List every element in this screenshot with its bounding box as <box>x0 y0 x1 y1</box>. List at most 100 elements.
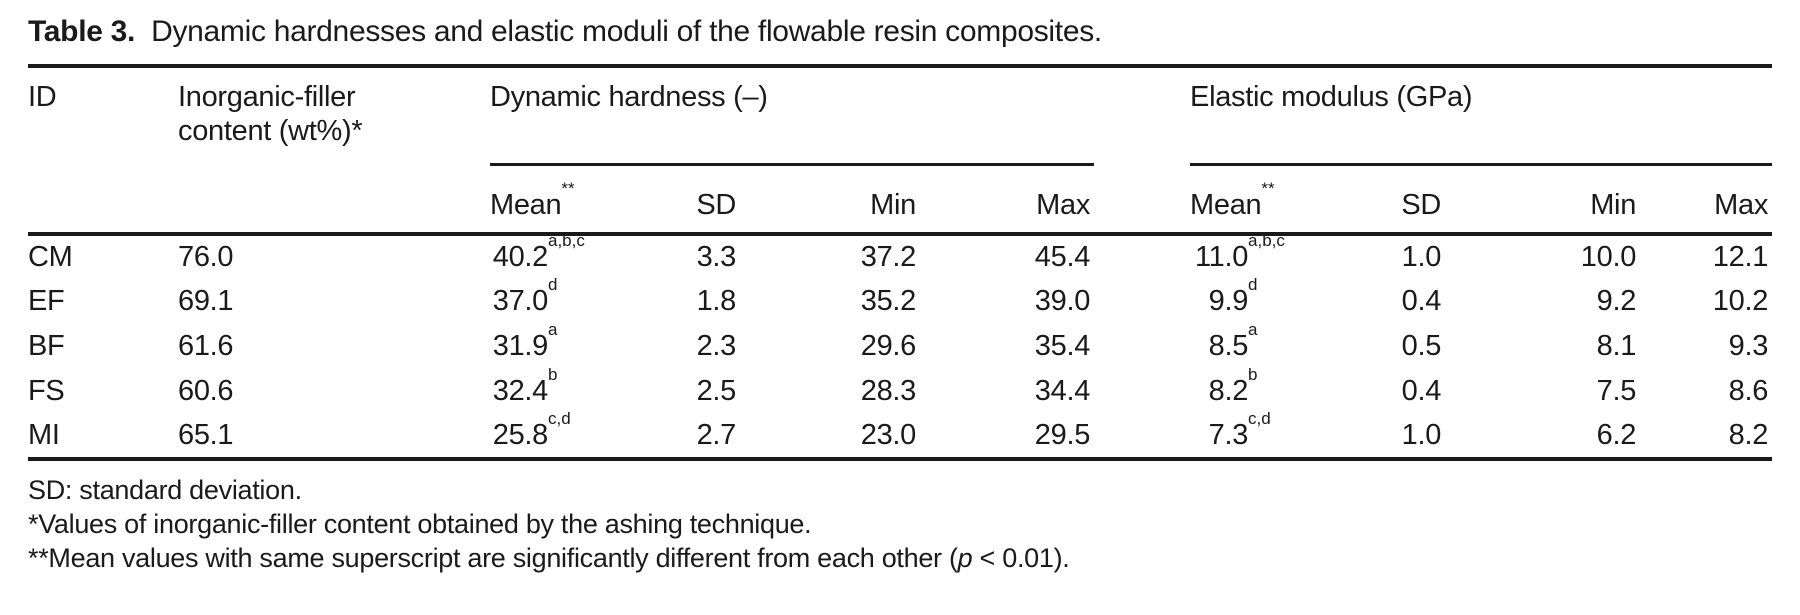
superscript-marker: a,b,c <box>1248 231 1285 250</box>
superscript-marker: ** <box>1261 179 1275 198</box>
mean-value: 37.0 <box>492 285 549 317</box>
cell-id: BF <box>28 330 65 362</box>
superscript-marker: a <box>1248 320 1258 339</box>
sub-header-row: Mean** SD Min Max Mean** SD Min Max <box>28 164 1773 236</box>
cell-dh-sd: 2.7 <box>655 414 740 461</box>
table-row: MI 65.1 25.8c,d 2.7 23.0 29.5 7.3c,d 1.0… <box>28 410 1773 461</box>
cell-em-max: 12.1 <box>1712 241 1769 273</box>
superscript-marker: b <box>1248 365 1258 384</box>
footnote-sd-definition: SD: standard deviation. <box>28 475 302 505</box>
spacer-header-cell <box>1094 164 1191 236</box>
col-header-filler: Inorganic-filler content (wt%)* <box>178 66 490 164</box>
superscript-marker: b <box>548 365 558 384</box>
mean-value: 8.5 <box>1208 330 1249 362</box>
superscript-marker: d <box>548 275 558 294</box>
cell-id: EF <box>28 285 65 317</box>
spacer-cell <box>1094 369 1190 414</box>
mean-value: 25.8 <box>492 419 549 451</box>
footnote-significance: **Mean values with same superscript are … <box>28 541 1772 575</box>
paper-table-figure: Table 3. Dynamic hardnesses and elastic m… <box>28 15 1773 575</box>
mean-value: 40.2 <box>492 241 549 273</box>
cell-dh-min: 23.0 <box>740 414 920 461</box>
subheader-label: Mean <box>1190 189 1262 221</box>
table-row: EF 69.1 37.0d 1.8 35.2 39.0 9.9d 0.4 9.2… <box>28 276 1772 324</box>
subheader-em-max: Max <box>1640 164 1773 236</box>
superscript-marker: c,d <box>548 409 571 428</box>
cell-em-min: 8.1 <box>1596 330 1637 362</box>
mean-value: 7.3 <box>1208 419 1249 451</box>
empty-header-cell <box>28 164 178 236</box>
cell-dh-mean: 40.2a,b,c <box>490 231 655 279</box>
cell-dh-sd: 2.3 <box>696 330 737 362</box>
table-row: CM 76.0 40.2a,b,c 3.3 37.2 45.4 11.0a,b,… <box>28 231 1772 279</box>
cell-em-sd: 0.4 <box>1401 375 1442 407</box>
subheader-em-sd: SD <box>1355 164 1446 236</box>
cell-dh-mean: 37.0d <box>490 276 655 324</box>
cell-dh-max: 45.4 <box>1034 241 1091 273</box>
cell-dh-mean: 32.4b <box>490 366 655 414</box>
cell-em-min: 6.2 <box>1445 414 1641 461</box>
cell-dh-sd: 3.3 <box>696 241 737 273</box>
cell-em-min: 7.5 <box>1596 375 1637 407</box>
subheader-em-min: Min <box>1445 164 1641 236</box>
col-header-id: ID <box>28 81 57 113</box>
table-row: BF 61.6 31.9a 2.3 29.6 35.4 8.5a 0.5 8.1… <box>28 321 1772 369</box>
cell-em-sd: 0.5 <box>1401 330 1442 362</box>
cell-filler-content: 61.6 <box>178 330 234 362</box>
subheader-dh-sd: SD <box>655 164 740 236</box>
footnotes: SD: standard deviation. *Values of inorg… <box>28 473 1772 575</box>
superscript-marker: a <box>548 320 558 339</box>
footnote-p-symbol: p <box>957 543 973 573</box>
group-header-row: ID Inorganic-filler content (wt%)* Dynam… <box>28 66 1773 166</box>
cell-em-sd: 1.0 <box>1401 241 1442 273</box>
cell-em-max: 8.2 <box>1640 414 1773 461</box>
table-caption-text: Dynamic hardnesses and elastic moduli of… <box>151 15 1102 48</box>
cell-dh-min: 28.3 <box>860 375 917 407</box>
superscript-marker: ** <box>561 179 575 198</box>
cell-dh-min: 29.6 <box>860 330 917 362</box>
spacer-cell <box>1094 234 1190 279</box>
subheader-dh-min: Min <box>740 164 920 236</box>
footnote-ashing-technique: *Values of inorganic-filler content obta… <box>28 509 812 539</box>
cell-dh-max: 35.4 <box>1034 330 1091 362</box>
col-header-filler-line1: Inorganic-filler <box>178 81 356 113</box>
cell-id: FS <box>28 375 65 407</box>
col-header-filler-line2: content (wt%)* <box>178 115 363 147</box>
mean-value: 8.2 <box>1208 375 1249 407</box>
cell-em-mean: 8.5a <box>1190 321 1355 369</box>
empty-header-cell <box>178 164 490 236</box>
group-header-dynamic-hardness: Dynamic hardness (–) <box>490 66 1095 166</box>
group-header-elastic-modulus: Elastic modulus (GPa) <box>1190 66 1773 166</box>
cell-filler-content: 76.0 <box>178 241 234 273</box>
table-caption-label: Table 3. <box>28 15 136 48</box>
subheader-label: Mean <box>490 189 562 221</box>
cell-dh-max: 39.0 <box>1034 285 1091 317</box>
spacer-cell <box>1094 414 1191 461</box>
cell-em-max: 9.3 <box>1728 330 1769 362</box>
cell-em-mean: 11.0a,b,c <box>1190 231 1355 279</box>
cell-filler-content: 65.1 <box>178 414 490 461</box>
cell-dh-sd: 1.8 <box>696 285 737 317</box>
cell-em-min: 10.0 <box>1580 241 1637 273</box>
cell-em-min: 9.2 <box>1596 285 1637 317</box>
spacer-cell <box>1094 324 1190 369</box>
cell-filler-content: 60.6 <box>178 375 234 407</box>
footnote-significance-value: < 0.01). <box>972 543 1070 573</box>
cell-em-mean: 9.9d <box>1190 276 1355 324</box>
cell-dh-mean: 25.8c,d <box>490 410 655 461</box>
superscript-marker: a,b,c <box>548 231 585 250</box>
cell-em-max: 8.6 <box>1728 375 1769 407</box>
cell-dh-max: 34.4 <box>1034 375 1091 407</box>
cell-dh-mean: 31.9a <box>490 321 655 369</box>
footnote-significance-text: **Mean values with same superscript are … <box>28 543 958 573</box>
results-table: ID Inorganic-filler content (wt%)* Dynam… <box>28 64 1773 461</box>
cell-dh-min: 37.2 <box>860 241 917 273</box>
cell-em-sd: 0.4 <box>1401 285 1442 317</box>
cell-dh-min: 35.2 <box>860 285 917 317</box>
cell-dh-max: 29.5 <box>920 414 1095 461</box>
cell-em-mean: 7.3c,d <box>1190 410 1356 461</box>
spacer-cell <box>1094 279 1190 324</box>
mean-value: 31.9 <box>492 330 549 362</box>
mean-value: 9.9 <box>1208 285 1249 317</box>
cell-filler-content: 69.1 <box>178 285 234 317</box>
